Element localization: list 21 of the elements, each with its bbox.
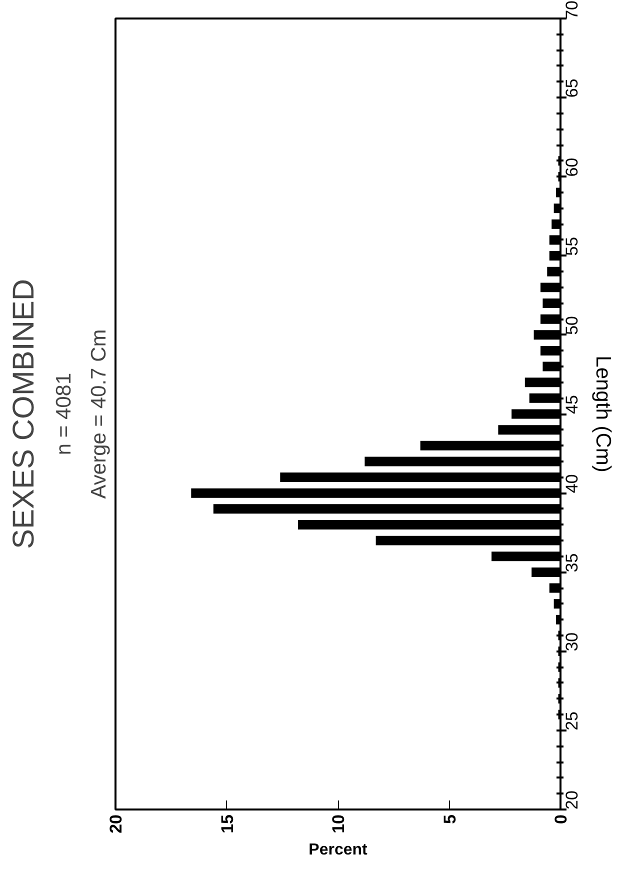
text: Averge = 40.7 Cm (88, 329, 110, 499)
y-tick-label: 25 (562, 711, 582, 730)
y-tick-label: 55 (562, 236, 582, 256)
y-tick-label: 20 (562, 790, 582, 810)
text: SEXES COMBINED (8, 278, 40, 550)
x-tick-label: 15 (218, 814, 237, 834)
x-tick-label: 20 (106, 814, 126, 834)
text: n = 4081 (52, 372, 76, 456)
y-tick-label: 35 (562, 553, 582, 572)
y-axis-title: Length (Cm) (592, 356, 614, 472)
x-tick-label: 0 (552, 814, 570, 824)
y-tick-label: 50 (562, 316, 582, 335)
y-tick-label: 60 (562, 158, 582, 177)
y-tick-label: 45 (562, 395, 582, 414)
x-axis-title: Percent (308, 841, 368, 858)
y-tick-label: 65 (562, 78, 582, 98)
y-tick-label: 70 (562, 0, 582, 20)
y-tick-label: 40 (562, 474, 582, 494)
x-tick-label: 5 (440, 814, 460, 824)
x-tick-label: 10 (329, 814, 348, 834)
y-tick-label: 30 (562, 632, 582, 652)
